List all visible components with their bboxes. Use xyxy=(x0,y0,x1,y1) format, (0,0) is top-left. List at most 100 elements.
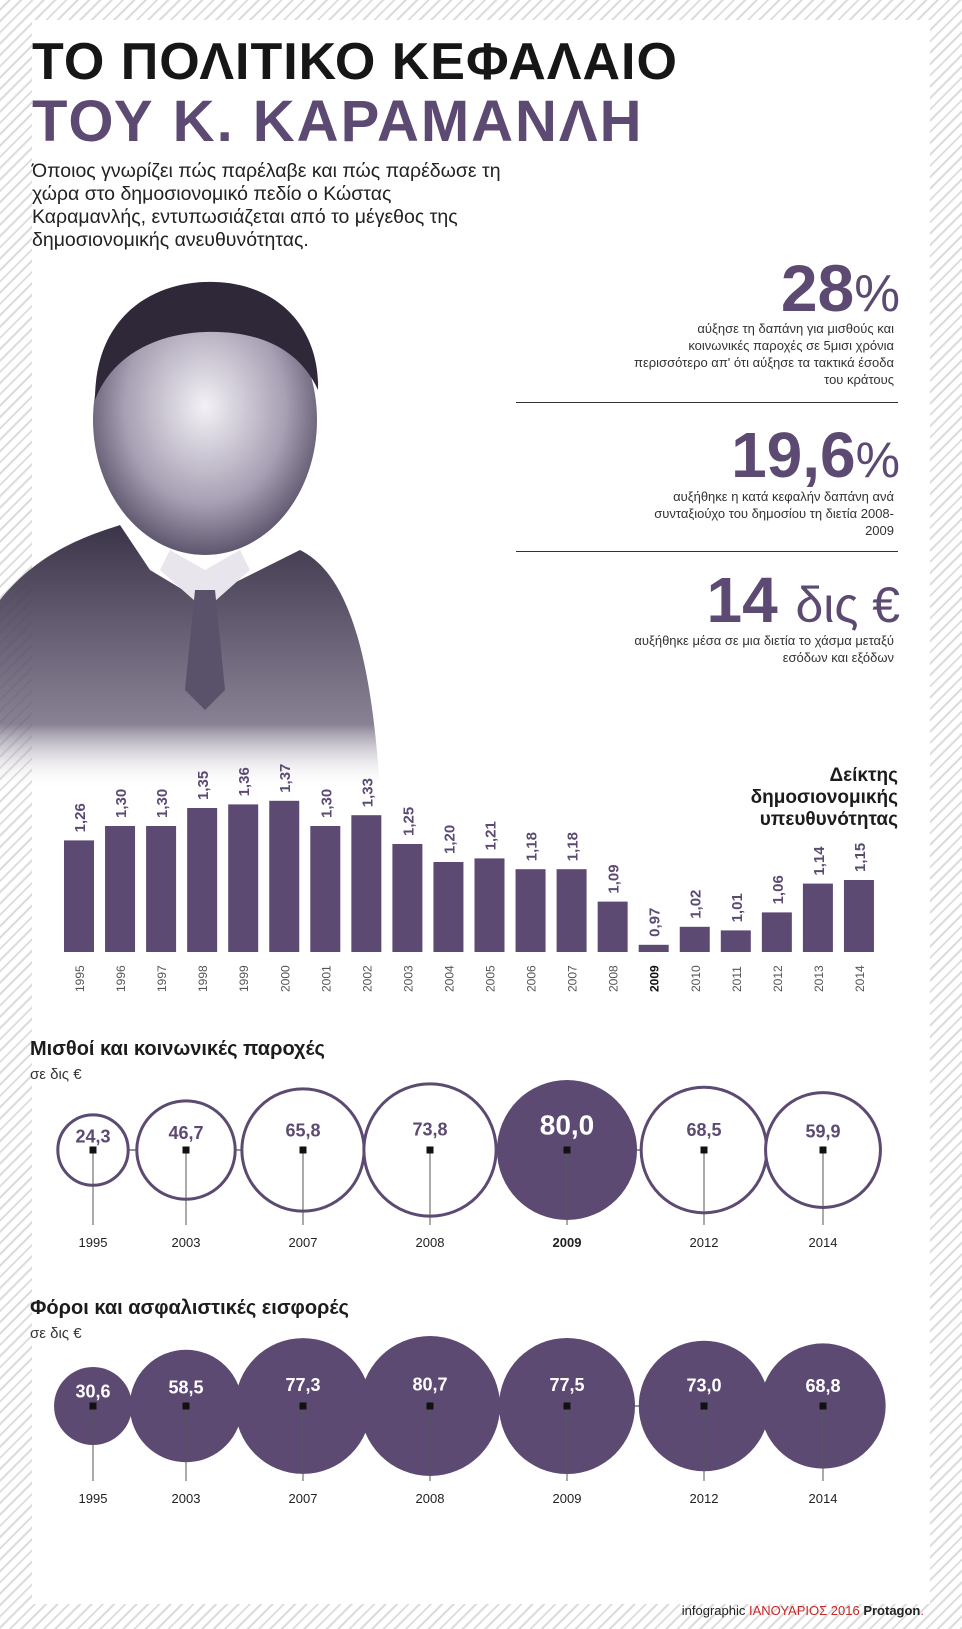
bar-year-label: 2007 xyxy=(566,965,580,992)
bar-1998 xyxy=(187,808,218,952)
bubble-marker xyxy=(426,1402,434,1410)
bar-2004 xyxy=(433,862,464,952)
bar-year-label: 2009 xyxy=(648,965,662,992)
portrait-hair xyxy=(95,281,319,400)
bar-year-label: 2001 xyxy=(319,965,333,992)
bar-2008 xyxy=(597,901,628,952)
stat-3-number: 14 δις € xyxy=(706,564,900,636)
bar-year-label: 2010 xyxy=(689,965,703,992)
portrait-image xyxy=(0,281,380,790)
bubble-value-label: 68,8 xyxy=(805,1376,840,1396)
bar-2005 xyxy=(474,858,505,952)
footer-credit: infographic ΙΑΝΟΥΑΡΙΟΣ 2016 Protagon. xyxy=(681,1603,924,1618)
bar-value-label: 1,14 xyxy=(811,846,828,876)
bar-2000 xyxy=(269,800,300,952)
bubble-value-label: 73,0 xyxy=(686,1376,721,1396)
bubble-marker xyxy=(299,1146,307,1154)
taxes-chart-title: Φόροι και ασφαλιστικές εισφορές xyxy=(30,1297,349,1319)
portrait-collar xyxy=(160,550,250,610)
bar-year-label: 2003 xyxy=(401,965,415,992)
bubble-year-label: 2007 xyxy=(289,1235,318,1250)
bubble-year-label: 2008 xyxy=(416,1491,445,1506)
title-line-1: ΤΟ ΠΟΛΙΤΙΚΟ ΚΕΦΑΛΑΙΟ xyxy=(32,33,678,91)
bubble-marker xyxy=(89,1402,97,1410)
bar-1995 xyxy=(64,840,94,952)
bar-2006 xyxy=(515,869,546,952)
bar-year-label: 2004 xyxy=(442,965,456,992)
bubble-year-label: 2012 xyxy=(690,1491,719,1506)
bar-chart-title: Δείκτης δημοσιονομικής υπευθυνότητας xyxy=(750,765,898,830)
bar-value-label: 1,20 xyxy=(441,825,458,854)
bar-value-label: 1,18 xyxy=(565,832,582,861)
bubble-value-label: 24,3 xyxy=(75,1126,110,1146)
bar-value-label: 1,18 xyxy=(524,832,541,861)
bubble-year-label: 2009 xyxy=(553,1491,582,1506)
salaries-chart-title: Μισθοί και κοινωνικές παροχές xyxy=(30,1038,325,1060)
bar-year-label: 2002 xyxy=(360,965,374,992)
taxes-chart-subtitle: σε δις € xyxy=(30,1325,82,1342)
bar-year-label: 1998 xyxy=(196,965,210,992)
bar-value-label: 1,30 xyxy=(318,789,335,818)
bar-value-label: 1,37 xyxy=(277,764,294,793)
bar-2009 xyxy=(638,944,669,952)
bar-year-label: 2014 xyxy=(853,965,867,992)
bubble-year-label: 1995 xyxy=(79,1235,108,1250)
bar-value-label: 1,30 xyxy=(154,789,171,818)
title-line-2: ΤΟΥ Κ. ΚΑΡΑΜΑΝΛΗ xyxy=(32,89,644,154)
bubble-value-label: 80,0 xyxy=(540,1110,595,1141)
stat-1-number: 28% xyxy=(780,251,900,325)
bubble-value-label: 73,8 xyxy=(412,1119,447,1139)
bubble-marker xyxy=(182,1146,190,1154)
bar-year-label: 2006 xyxy=(525,965,539,992)
bar-value-label: 1,02 xyxy=(688,890,705,919)
bubble-marker xyxy=(563,1402,571,1410)
bar-value-label: 0,97 xyxy=(647,908,664,937)
bubble-year-label: 2003 xyxy=(172,1235,201,1250)
bar-2007 xyxy=(556,869,587,952)
bar-1997 xyxy=(146,826,177,952)
bubble-value-label: 68,5 xyxy=(686,1120,721,1140)
bubble-value-label: 80,7 xyxy=(412,1375,447,1395)
bar-year-label: 1995 xyxy=(73,965,87,992)
intro-text: Όποιος γνωρίζει πώς παρέλαβε και πώς παρ… xyxy=(32,160,501,251)
bar-value-label: 1,06 xyxy=(770,875,787,904)
bar-year-label: 2011 xyxy=(730,966,744,992)
bar-2003 xyxy=(392,844,423,952)
bubble-value-label: 77,3 xyxy=(285,1375,320,1395)
bubble-marker xyxy=(563,1146,571,1154)
bubble-value-label: 59,9 xyxy=(805,1121,840,1141)
infographic-card xyxy=(32,20,930,1604)
bubble-year-label: 2003 xyxy=(172,1491,201,1506)
stat-1-description: αύξησε τη δαπάνη για μισθούς και κοινωνι… xyxy=(634,321,895,387)
bar-1999 xyxy=(228,804,259,952)
bubble-value-label: 46,7 xyxy=(168,1123,203,1143)
bubble-marker xyxy=(700,1146,708,1154)
bubble-marker xyxy=(819,1402,827,1410)
stat-divider-1 xyxy=(516,402,898,403)
bar-2012 xyxy=(761,912,792,952)
bar-2013 xyxy=(802,883,833,952)
stat-2-description: αυξήθηκε η κατά κεφαλήν δαπάνη ανά συντα… xyxy=(654,489,894,538)
bubble-marker xyxy=(426,1146,434,1154)
bar-year-label: 1996 xyxy=(114,965,128,992)
bubble-year-label: 2012 xyxy=(690,1235,719,1250)
bar-value-label: 1,21 xyxy=(483,821,500,850)
portrait-face xyxy=(93,285,317,555)
bar-year-label: 2000 xyxy=(278,965,292,992)
bar-2010 xyxy=(679,926,710,952)
bar-2011 xyxy=(720,930,751,952)
bar-value-label: 1,33 xyxy=(359,778,376,807)
bar-year-label: 2012 xyxy=(771,965,785,992)
bubble-value-label: 30,6 xyxy=(75,1381,110,1401)
portrait-tie xyxy=(185,590,225,710)
bar-2014 xyxy=(843,880,874,952)
bubble-year-label: 2007 xyxy=(289,1491,318,1506)
bubble-year-label: 2008 xyxy=(416,1235,445,1250)
bar-value-label: 1,01 xyxy=(729,893,746,922)
bubble-marker xyxy=(819,1146,827,1154)
bar-2002 xyxy=(351,815,382,952)
bubble-year-label: 2014 xyxy=(809,1235,838,1250)
bar-year-label: 1997 xyxy=(155,965,169,992)
bar-value-label: 1,30 xyxy=(113,789,130,818)
